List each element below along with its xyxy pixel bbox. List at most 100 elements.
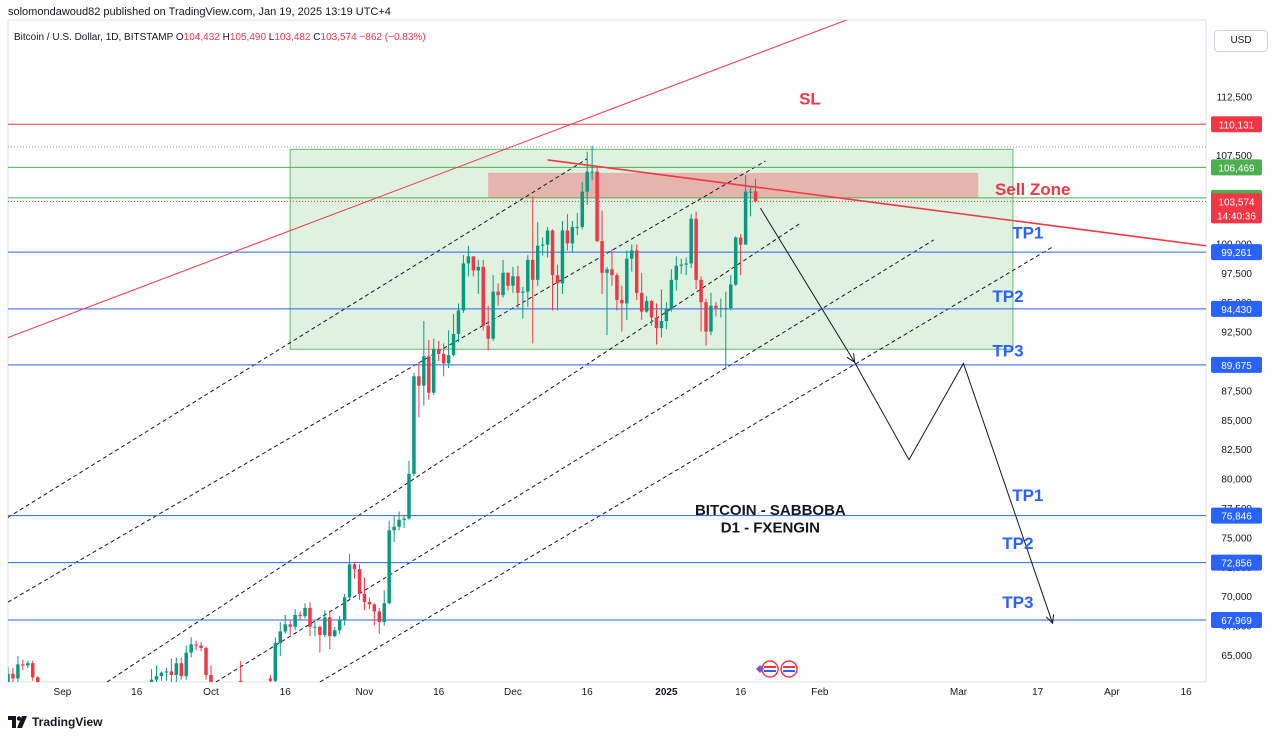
price-level-badge[interactable] — [1211, 116, 1262, 133]
candle-body[interactable] — [714, 305, 718, 309]
candle-body[interactable] — [600, 241, 604, 273]
candle-body[interactable] — [164, 671, 169, 673]
candle-body[interactable] — [179, 663, 183, 677]
candle-body[interactable] — [273, 643, 278, 681]
candle-body[interactable] — [412, 376, 416, 474]
candle-body[interactable] — [639, 292, 644, 312]
candle-body[interactable] — [729, 284, 733, 309]
currency-button[interactable]: USD — [1214, 30, 1268, 52]
channel-line[interactable] — [8, 160, 766, 603]
candle-body[interactable] — [417, 376, 421, 386]
annotation-label[interactable]: TP3 — [992, 341, 1023, 360]
candle-body[interactable] — [605, 269, 609, 273]
annotation-label[interactable]: SL — [799, 90, 821, 109]
candle-body[interactable] — [238, 680, 243, 687]
candle-body[interactable] — [486, 325, 490, 339]
candle-body[interactable] — [407, 473, 411, 519]
candle-body[interactable] — [496, 291, 500, 296]
candle-body[interactable] — [753, 191, 758, 202]
candle-body[interactable] — [159, 672, 164, 677]
candle-body[interactable] — [590, 171, 594, 173]
candle-body[interactable] — [11, 673, 15, 679]
candle-body[interactable] — [743, 191, 748, 245]
flag-icons[interactable] — [756, 660, 798, 678]
candle-body[interactable] — [481, 266, 485, 326]
flag-icon[interactable] — [761, 660, 779, 678]
candle-body[interactable] — [204, 647, 208, 675]
candle-body[interactable] — [397, 519, 401, 527]
candle-body[interactable] — [585, 171, 589, 192]
candle-body[interactable] — [347, 564, 352, 598]
candle-body[interactable] — [738, 237, 743, 245]
candle-body[interactable] — [288, 624, 292, 627]
candle-body[interactable] — [733, 237, 738, 285]
candle-body[interactable] — [318, 626, 322, 635]
channel-line[interactable] — [106, 223, 801, 682]
projection-path[interactable] — [760, 207, 1054, 624]
candle-body[interactable] — [377, 611, 382, 623]
candle-body[interactable] — [506, 272, 510, 286]
candle-body[interactable] — [535, 245, 540, 280]
candle-body[interactable] — [16, 664, 20, 679]
candle-body[interactable] — [278, 631, 283, 644]
candle-body[interactable] — [555, 275, 560, 284]
candle-body[interactable] — [283, 624, 287, 632]
candle-body[interactable] — [545, 230, 550, 245]
candle-body[interactable] — [674, 265, 679, 280]
candle-body[interactable] — [719, 308, 723, 310]
candle-body[interactable] — [35, 677, 40, 704]
candle-body[interactable] — [402, 518, 406, 520]
candle-body[interactable] — [560, 230, 565, 284]
candle-body[interactable] — [323, 617, 327, 635]
candle-body[interactable] — [387, 530, 391, 604]
footer-brand[interactable]: TradingView — [8, 713, 102, 731]
candle-body[interactable] — [149, 679, 154, 695]
candle-body[interactable] — [332, 630, 337, 637]
candle-body[interactable] — [154, 676, 159, 680]
candle-body[interactable] — [466, 256, 471, 264]
annotation-label[interactable]: TP1 — [1012, 224, 1043, 243]
candle-body[interactable] — [392, 526, 396, 531]
candle-body[interactable] — [169, 671, 174, 675]
candle-body[interactable] — [595, 171, 599, 242]
candle-body[interactable] — [357, 569, 362, 594]
candle-body[interactable] — [540, 244, 545, 246]
candle-body[interactable] — [254, 702, 257, 704]
candle-body[interactable] — [580, 191, 584, 227]
candle-body[interactable] — [654, 317, 659, 329]
candle-body[interactable] — [476, 266, 481, 271]
candle-body[interactable] — [644, 301, 649, 312]
price-level-badge[interactable] — [1211, 244, 1262, 261]
candle-body[interactable] — [422, 356, 426, 386]
candle-body[interactable] — [328, 617, 332, 637]
candle-body[interactable] — [630, 250, 634, 259]
annotation-label[interactable]: TP3 — [1002, 593, 1033, 612]
candle-body[interactable] — [565, 230, 570, 244]
annotation-label[interactable]: Sell Zone — [995, 180, 1071, 199]
candle-body[interactable] — [526, 259, 530, 292]
candle-body[interactable] — [511, 276, 515, 286]
candle-body[interactable] — [145, 695, 148, 704]
candle-body[interactable] — [352, 564, 357, 570]
candle-body[interactable] — [446, 355, 451, 364]
candle-body[interactable] — [724, 308, 728, 310]
candle-body[interactable] — [748, 191, 753, 193]
candle-body[interactable] — [704, 302, 708, 332]
annotation-label[interactable]: D1 - FXENGIN — [721, 520, 820, 537]
candle-body[interactable] — [293, 614, 297, 627]
candle-body[interactable] — [372, 604, 377, 612]
candle-body[interactable] — [436, 349, 441, 354]
candle-body[interactable] — [684, 263, 688, 265]
price-level-badge[interactable] — [1211, 554, 1262, 571]
price-level-badge[interactable] — [1211, 300, 1262, 317]
candle-body[interactable] — [679, 264, 683, 266]
flag-icon[interactable] — [780, 660, 798, 678]
candle-body[interactable] — [194, 644, 198, 646]
symbol-name[interactable]: Bitcoin / U.S. Dollar, 1D, BITSTAMP — [14, 32, 174, 43]
candle-body[interactable] — [610, 269, 614, 276]
candle-body[interactable] — [649, 301, 654, 318]
candle-body[interactable] — [174, 663, 179, 675]
candle-body[interactable] — [669, 279, 674, 310]
candle-body[interactable] — [625, 258, 629, 304]
candle-body[interactable] — [268, 678, 273, 681]
